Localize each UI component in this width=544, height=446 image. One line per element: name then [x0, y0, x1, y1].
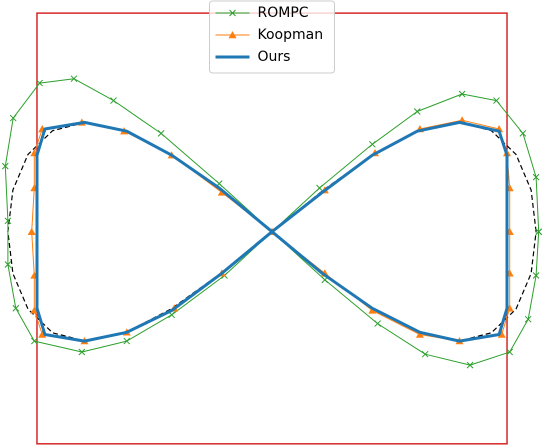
series-line — [35, 120, 509, 343]
marker — [368, 306, 377, 314]
marker — [458, 90, 466, 98]
marker — [532, 272, 540, 279]
legend-frame — [209, 0, 335, 74]
marker — [497, 330, 506, 338]
marker — [493, 97, 500, 104]
marker — [519, 130, 527, 137]
marker — [1, 162, 9, 170]
marker — [535, 228, 543, 236]
marker — [27, 227, 36, 235]
marker — [78, 348, 86, 356]
legend: ROMPC Koopman Ours — [209, 0, 335, 74]
legend-label: Ours — [258, 49, 291, 65]
legend-marker — [229, 9, 236, 17]
marker — [123, 337, 131, 345]
marker — [9, 114, 17, 122]
marker — [30, 337, 38, 345]
legend-marker — [228, 31, 237, 39]
marker — [316, 184, 323, 192]
marker — [506, 348, 514, 356]
marker — [157, 130, 165, 137]
marker — [30, 306, 39, 314]
marker — [466, 361, 474, 369]
marker — [421, 350, 429, 358]
marker — [70, 75, 78, 83]
marker — [524, 315, 532, 323]
marker — [368, 140, 376, 148]
legend-label: Koopman — [258, 27, 324, 43]
marker — [415, 330, 424, 338]
marker — [374, 320, 381, 327]
marker — [413, 108, 421, 115]
legend-label: ROMPC — [258, 5, 309, 21]
marker — [36, 79, 43, 87]
marker — [12, 304, 20, 312]
marker — [110, 97, 117, 104]
marker — [532, 173, 540, 181]
marker — [4, 217, 12, 225]
marker — [38, 330, 47, 338]
marker — [4, 261, 12, 268]
